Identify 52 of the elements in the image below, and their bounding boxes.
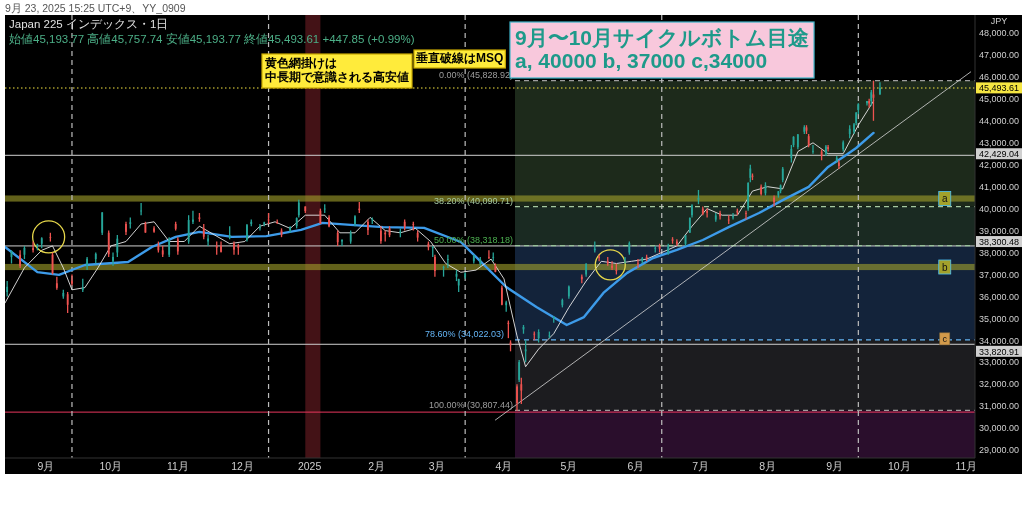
y-tick-label: 30,000.00 bbox=[978, 423, 1020, 434]
y-tick-label: 34,000.00 bbox=[978, 335, 1020, 346]
y-tick-label: 33,000.00 bbox=[978, 357, 1020, 368]
x-tick-label: 9月 bbox=[826, 460, 843, 472]
y-axis-title: JPY bbox=[990, 16, 1008, 26]
band-label: a bbox=[941, 193, 948, 205]
y-tick-label: 44,000.00 bbox=[978, 116, 1020, 127]
x-tick-label: 2月 bbox=[368, 460, 385, 472]
y-tick-label: 39,000.00 bbox=[978, 225, 1020, 236]
y-tick-label: 43,000.00 bbox=[978, 137, 1020, 148]
ref-line-label: 42,429.04 bbox=[978, 148, 1020, 159]
y-tick-label: 36,000.00 bbox=[978, 291, 1020, 302]
y-tick-label: 31,000.00 bbox=[978, 401, 1020, 412]
y-tick-label: 35,000.00 bbox=[978, 313, 1020, 324]
x-tick-label: 3月 bbox=[428, 460, 446, 472]
text: 始値45,193.77 高値45,757.74 安値45,193.77 終値45,493.61 +447.85 (+0.99%) bbox=[9, 32, 415, 45]
ref-line-label: 38,300.48 bbox=[978, 236, 1020, 247]
chart-title: Japan 225 インデックス・1日 bbox=[9, 18, 169, 30]
annotation: 垂直破線はMSQ bbox=[415, 51, 504, 66]
x-tick-label: 8月 bbox=[759, 460, 777, 472]
annotation: 9月〜10月サイクルボトム目途 a, 40000 b, 37000 c,34000 bbox=[515, 25, 810, 72]
ref-line-label: 45,493.61 bbox=[978, 83, 1020, 94]
x-tick-label: 6月 bbox=[627, 460, 645, 472]
y-tick-label: 41,000.00 bbox=[978, 181, 1020, 192]
ref-line-label: 38.20% (40,090.71) bbox=[433, 196, 513, 207]
x-tick-label: 2025 bbox=[297, 460, 322, 472]
y-tick-label: 37,000.00 bbox=[978, 269, 1020, 280]
x-tick-label: 10月 bbox=[99, 460, 123, 472]
x-tick-label: 10月 bbox=[888, 460, 911, 472]
x-tick-label: 9月 bbox=[37, 460, 55, 472]
x-tick-label: 4月 bbox=[495, 460, 513, 472]
x-tick-label: 7月 bbox=[692, 460, 710, 472]
y-tick-label: 42,000.00 bbox=[978, 159, 1020, 170]
annotation: 黄色網掛けは中長期で意識される高安値 bbox=[264, 56, 409, 85]
y-tick-label: 46,000.00 bbox=[978, 72, 1020, 83]
y-tick-label: 38,000.00 bbox=[978, 247, 1020, 258]
ref-line-label: 78.60% (34,022.03) bbox=[424, 329, 504, 340]
annotation: c bbox=[942, 334, 948, 345]
y-tick-label: 29,000.00 bbox=[978, 445, 1020, 456]
y-tick-label: 45,000.00 bbox=[978, 94, 1020, 105]
x-tick-label: 11月 bbox=[955, 460, 978, 472]
ref-line-label: 33,820.91 bbox=[978, 346, 1020, 357]
band-label: b bbox=[941, 261, 948, 273]
x-tick-label: 11月 bbox=[166, 460, 189, 472]
x-tick-label: 12月 bbox=[231, 460, 254, 472]
y-tick-label: 47,000.00 bbox=[978, 50, 1020, 61]
y-tick-label: 32,000.00 bbox=[978, 379, 1020, 390]
y-tick-label: 40,000.00 bbox=[978, 203, 1020, 214]
ref-line-label: 100.00% (30,807.44) bbox=[428, 399, 513, 410]
y-tick-label: 48,000.00 bbox=[978, 28, 1020, 39]
text: 9月 23, 2025 15:25 UTC+9、YY_0909 bbox=[5, 1, 186, 14]
x-tick-label: 5月 bbox=[560, 460, 578, 472]
